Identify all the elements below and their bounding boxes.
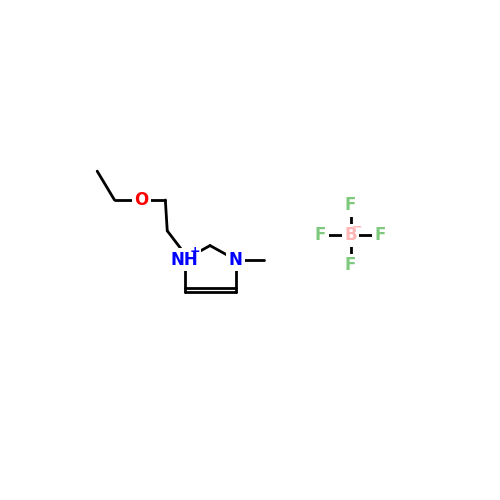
- Text: NH: NH: [170, 250, 198, 268]
- Text: F: F: [315, 226, 326, 244]
- Text: F: F: [345, 196, 356, 214]
- Text: N: N: [228, 250, 242, 268]
- Text: O: O: [134, 191, 148, 209]
- Text: −: −: [352, 221, 362, 234]
- Text: B: B: [344, 226, 357, 244]
- Text: F: F: [345, 256, 356, 274]
- Text: F: F: [375, 226, 386, 244]
- Text: +: +: [190, 246, 200, 258]
